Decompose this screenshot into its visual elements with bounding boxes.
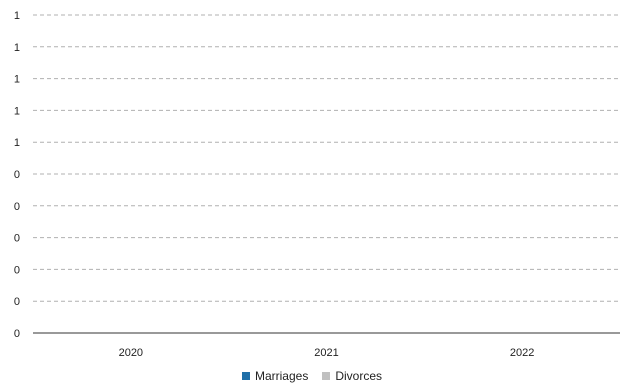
x-tick-label: 2020 [119, 347, 143, 359]
y-tick-label: 0 [14, 201, 20, 213]
y-tick-label: 0 [14, 169, 20, 181]
y-tick-label: 0 [14, 264, 20, 276]
legend-label-marriages: Marriages [254, 369, 309, 383]
y-tick-label: 1 [14, 42, 20, 54]
y-tick-label: 1 [14, 10, 20, 22]
legend-swatch-divorces [322, 372, 331, 380]
y-tick-label: 0 [14, 296, 20, 308]
y-tick-label: 0 [14, 328, 20, 340]
y-tick-label: 1 [14, 74, 20, 86]
legend-label-divorces: Divorces [335, 369, 383, 383]
gridlines [33, 14, 620, 302]
chart: 0 0 0 0 0 0 1 1 1 1 1 2020 2021 2022 [14, 10, 620, 359]
y-tick-label: 0 [14, 233, 20, 245]
x-tick-label: 2022 [510, 347, 534, 359]
legend: Marriages Divorces [0, 369, 624, 383]
y-axis-ticks: 0 0 0 0 0 0 1 1 1 1 1 [14, 10, 20, 340]
y-tick-label: 1 [14, 105, 20, 117]
legend-swatch-marriages [241, 372, 250, 380]
legend-item-divorces[interactable]: Divorces [322, 369, 382, 383]
y-tick-label: 1 [14, 137, 20, 149]
legend-item-marriages[interactable]: Marriages [241, 369, 309, 383]
x-axis-ticks: 2020 2021 2022 [119, 347, 535, 359]
x-tick-label: 2021 [314, 347, 338, 359]
